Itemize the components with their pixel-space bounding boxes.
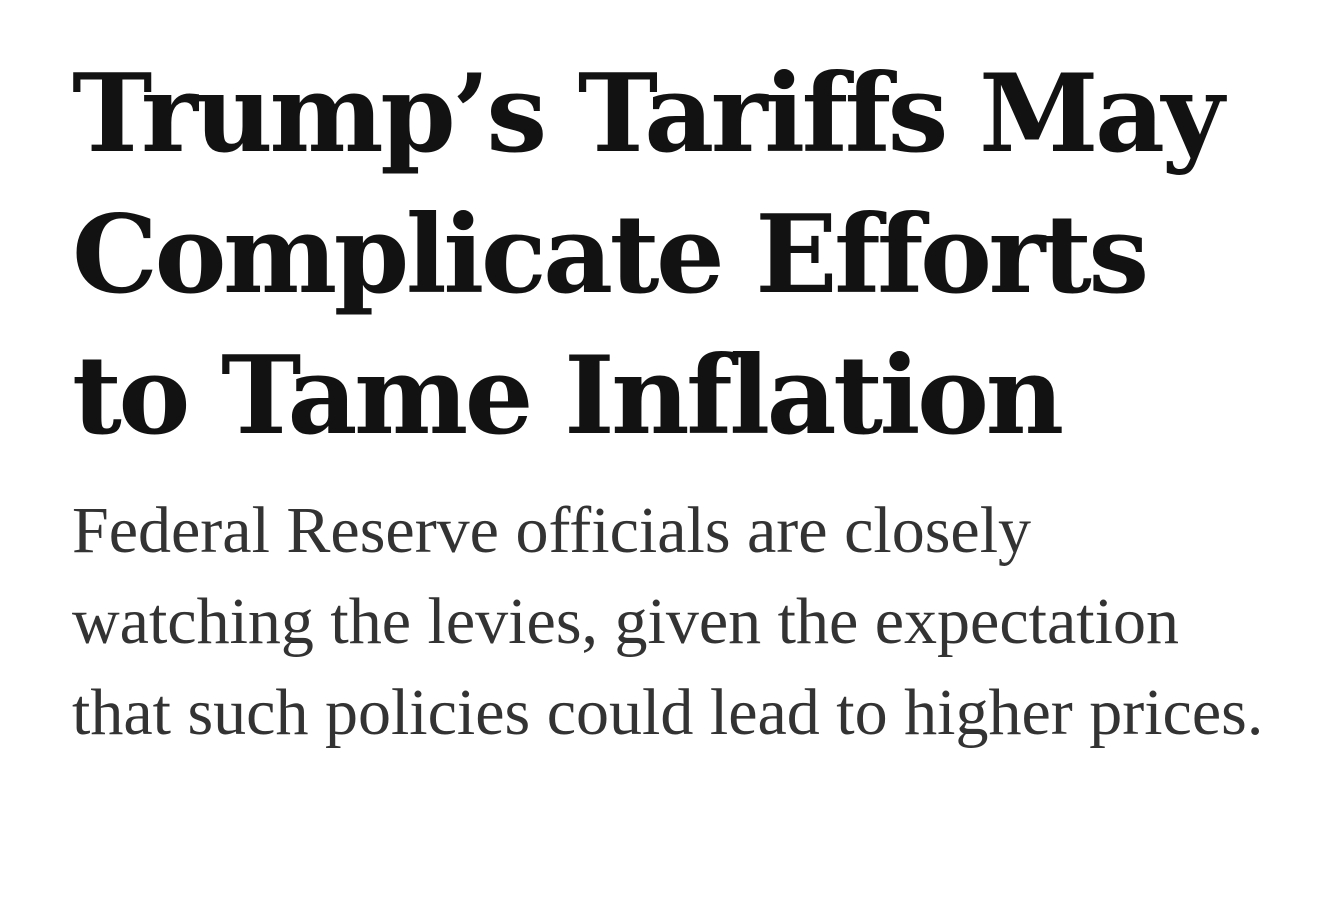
article-header: Trump’s Tariffs May Complicate Efforts t… (72, 44, 1272, 758)
headline: Trump’s Tariffs May Complicate Efforts t… (72, 51, 1224, 459)
article-summary: Federal Reserve officials are closely wa… (72, 494, 1264, 749)
